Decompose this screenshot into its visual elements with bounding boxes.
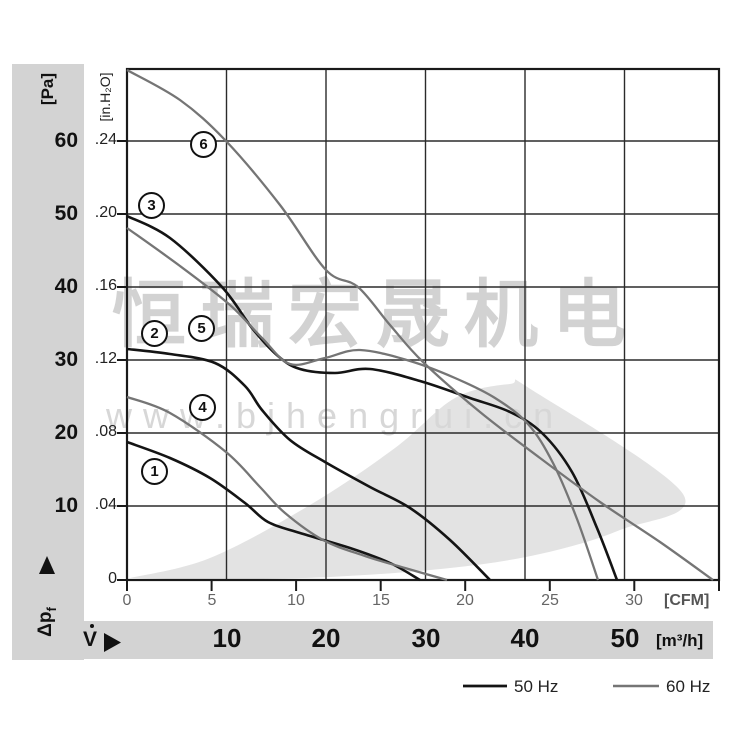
curve-number-badge: 1 <box>141 458 168 485</box>
inh2o-tick-label: .08 <box>94 423 117 440</box>
fan-curve-1 <box>126 440 421 582</box>
curve-number-badge: 5 <box>188 315 215 342</box>
fan-curve-2 <box>126 347 491 581</box>
vdot-overdot <box>90 624 94 628</box>
cfm-tick-label: 30 <box>625 592 643 609</box>
plot-grid <box>125 67 721 582</box>
fan-curve-3 <box>126 214 619 581</box>
cfm-tick-label: 10 <box>287 592 305 609</box>
legend-label-50hz: 50 Hz <box>514 677 559 696</box>
inh2o-tick-label: .04 <box>94 496 117 513</box>
fan-curve-4 <box>126 395 448 582</box>
m3h-tick-label: 50 <box>610 623 640 653</box>
m3h-tick-label: 10 <box>212 623 242 653</box>
pressure-axis-symbol: Δpf <box>35 587 59 657</box>
delta-p-subscript: f <box>43 607 59 612</box>
m3h-unit-label: [m³/h] <box>656 631 704 650</box>
pa-tick-label: 60 <box>54 129 78 152</box>
axis-marks <box>39 140 720 688</box>
pa-tick-label: 30 <box>54 348 78 371</box>
m3h-tick-label: 30 <box>411 623 441 653</box>
inh2o-tick-label: .12 <box>94 350 117 367</box>
inh2o-tick-label: .16 <box>94 277 117 294</box>
watermark-cn-text: 恒瑞宏晟机电 <box>112 273 640 356</box>
delta-p-text: Δp <box>35 611 56 637</box>
pa-tick-label: 20 <box>54 421 78 444</box>
inh2o-unit-label: [in.H₂O] <box>97 72 113 122</box>
curve-number-badge: 4 <box>189 394 216 421</box>
m3h-tick-label: 40 <box>510 623 540 653</box>
inh2o-tick-label: .20 <box>94 204 117 221</box>
cfm-tick-label: 25 <box>541 592 559 609</box>
curve-number-badge: 3 <box>138 192 165 219</box>
curve-number-badge: 6 <box>190 131 217 158</box>
m3h-tick-label: 20 <box>311 623 341 653</box>
pa-tick-label: 10 <box>54 494 78 517</box>
fan-curves <box>126 69 714 582</box>
fan-curve-6 <box>126 69 714 581</box>
pa-tick-label: 40 <box>54 275 78 298</box>
curve-number-badge: 2 <box>141 320 168 347</box>
pa-unit-label: [Pa] <box>38 72 57 106</box>
flow-axis-arrow <box>104 633 121 652</box>
flow-axis-symbol: V <box>83 628 98 651</box>
operating-region-shade <box>130 379 686 580</box>
legend-label-60hz: 60 Hz <box>666 677 711 696</box>
bottom-axis-band <box>12 621 713 659</box>
inh2o-tick-label: .24 <box>94 131 117 148</box>
fan-curve-5 <box>126 227 600 581</box>
pressure-axis-arrow <box>39 556 55 574</box>
cfm-tick-label: 20 <box>456 592 474 609</box>
inh2o-tick-label: 0 <box>108 570 117 587</box>
cfm-tick-label: 0 <box>122 592 132 609</box>
cfm-tick-label: 15 <box>372 592 390 609</box>
cfm-tick-label: 5 <box>207 592 217 609</box>
cfm-unit-label: [CFM] <box>664 592 710 609</box>
pa-tick-label: 50 <box>54 202 78 225</box>
